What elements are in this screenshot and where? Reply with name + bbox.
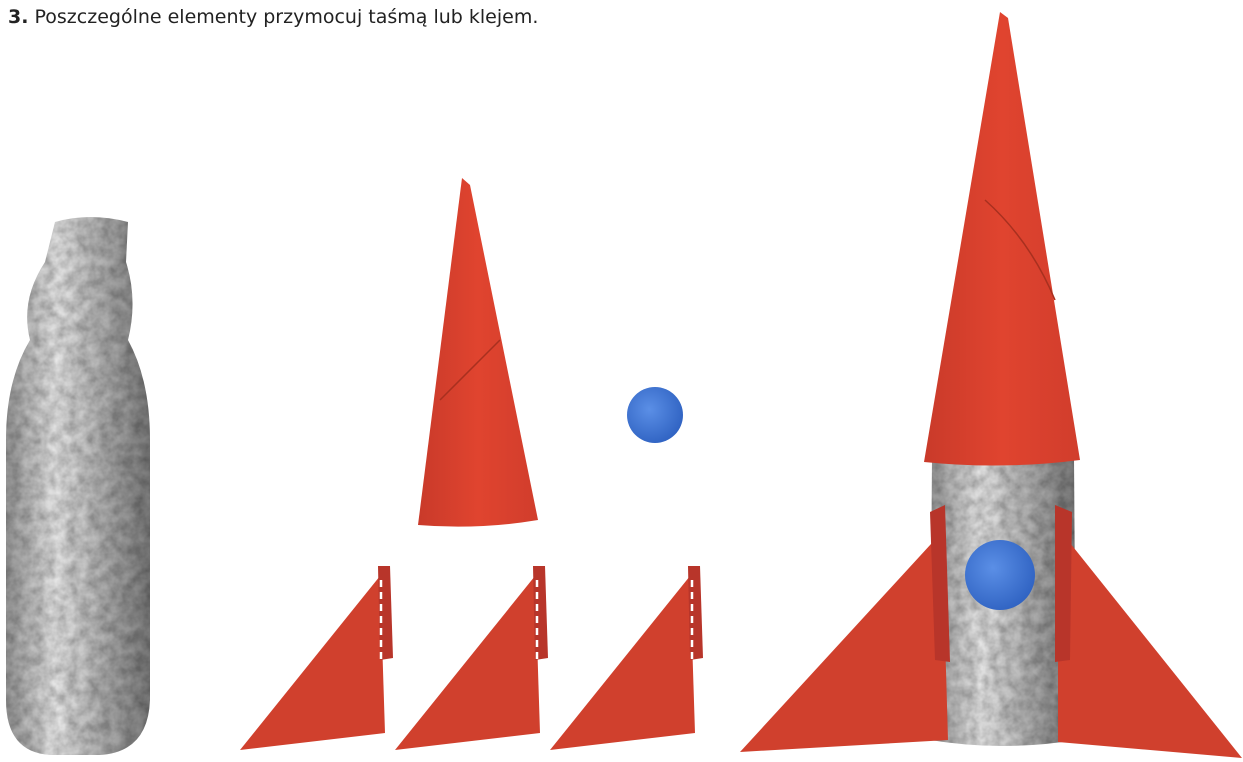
rocket-fin-right-tab <box>1055 505 1072 662</box>
step-number: 3. <box>8 6 29 28</box>
fin-tab <box>533 566 548 660</box>
fin-tab <box>688 566 703 660</box>
rocket <box>740 12 1242 758</box>
rocket-cone <box>924 12 1080 466</box>
foil-bottle <box>6 217 150 755</box>
rocket-fin-right <box>1058 528 1242 758</box>
bottle-cap <box>627 387 683 443</box>
step-text: Poszczególne elementy przymocuj taśmą lu… <box>34 6 539 28</box>
rocket-fin-left-tab <box>930 505 950 662</box>
rocket-cap <box>965 540 1035 610</box>
fins <box>240 566 703 750</box>
fin-tab <box>378 566 393 660</box>
fin <box>550 576 695 750</box>
fin <box>395 576 540 750</box>
cone-seam <box>439 339 501 401</box>
fin <box>240 576 385 750</box>
step-heading: 3. Poszczególne elementy przymocuj taśmą… <box>8 6 538 28</box>
paper-cone <box>418 178 538 527</box>
rocket-cone-seam <box>984 199 1056 301</box>
rocket-fin-left <box>740 532 948 752</box>
